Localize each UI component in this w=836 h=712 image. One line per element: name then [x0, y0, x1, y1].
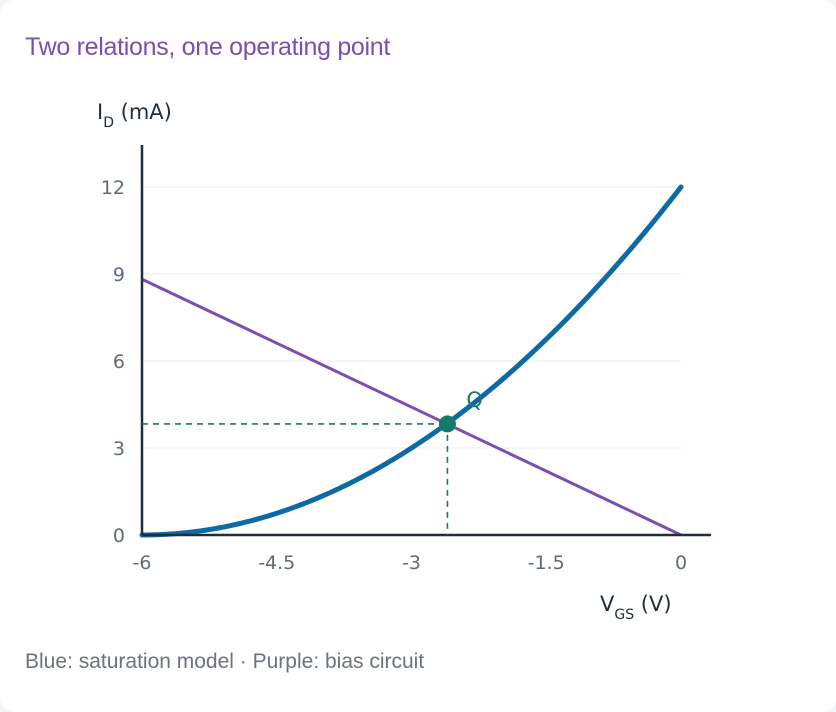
- y-axis-title-main: I: [97, 100, 103, 124]
- y-tick-label: 3: [113, 438, 125, 460]
- y-tick-label: 0: [113, 525, 125, 547]
- axes: [140, 145, 711, 537]
- x-tick-label: -3: [402, 552, 421, 574]
- y-axis-title-sub: D: [103, 115, 114, 131]
- chart-title: Two relations, one operating point: [25, 33, 391, 61]
- chart-caption: Blue: saturation model · Purple: bias ci…: [25, 650, 425, 673]
- x-tick-label: -4.5: [258, 552, 295, 574]
- y-axis-title-unit: (mA): [114, 100, 172, 124]
- bias-line: [141, 277, 682, 537]
- x-axis-title: VGS (V): [600, 592, 672, 623]
- x-tick-label: -6: [133, 552, 152, 574]
- x-axis-title-unit: (V): [634, 592, 671, 616]
- x-axis-title-main: V: [600, 592, 615, 616]
- operating-point-marker: [438, 415, 456, 433]
- x-axis-title-sub: GS: [614, 607, 634, 623]
- grid-lines: [142, 186, 681, 449]
- x-tick-label: 0: [675, 552, 687, 574]
- y-tick-label: 6: [113, 351, 125, 373]
- y-axis-title: ID (mA): [97, 100, 172, 131]
- y-tick-label: 9: [113, 264, 125, 286]
- tick-labels: -6 -4.5 -3 -1.5 0 0 3 6 9 12: [101, 177, 687, 574]
- series-layer: [139, 184, 684, 538]
- saturation-curve: [139, 184, 684, 538]
- operating-point-layer: Q: [142, 388, 483, 535]
- y-tick-label: 12: [101, 177, 125, 199]
- x-tick-label: -1.5: [528, 552, 565, 574]
- operating-point-label: Q: [466, 388, 483, 412]
